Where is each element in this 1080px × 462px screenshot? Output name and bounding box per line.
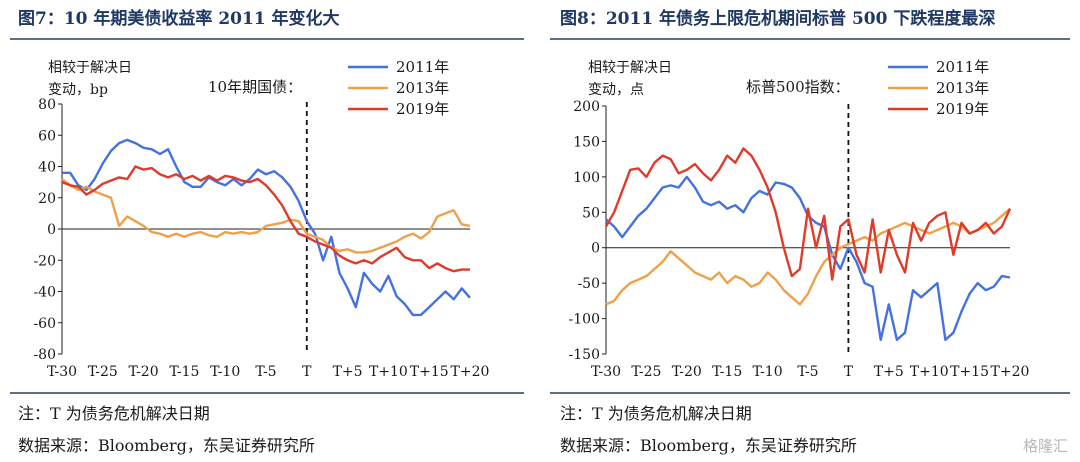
x-tick-label: T-30 [591, 364, 621, 380]
figure-7-footer-rule [10, 392, 524, 394]
series-line-2019年 [604, 147, 1012, 281]
y-tick-label: -100 [569, 312, 600, 328]
y-tick-label: 0 [591, 241, 600, 257]
x-tick-label: T+20 [991, 364, 1030, 380]
y-tick-label: 60 [38, 128, 56, 144]
y-tick-label: 0 [47, 222, 56, 238]
figure-7-note: 注：T 为债务危机解决日期 [18, 404, 210, 423]
x-tick-label: T+15 [950, 364, 989, 380]
x-tick-label: T-30 [47, 364, 77, 380]
figure-8-note: 注：T 为债务危机解决日期 [560, 404, 752, 423]
y-tick-label: 80 [38, 97, 56, 113]
y-tick-label: -40 [33, 285, 56, 301]
y-tick-label: -150 [569, 347, 600, 363]
y-tick-label: 150 [573, 134, 600, 150]
y-tick-label: -50 [577, 276, 600, 292]
series-line-2019年 [61, 165, 470, 273]
legend-label: 2019年 [936, 100, 989, 118]
y-tick-label: 100 [573, 170, 600, 186]
x-tick-label: T-25 [88, 364, 118, 380]
legend-label: 2011年 [936, 58, 989, 76]
y-axis-unit-label: 变动，bp [48, 82, 108, 98]
y-tick-label: -60 [33, 316, 56, 332]
legend-label: 2019年 [396, 100, 449, 118]
figure-8-footer-rule [550, 392, 1070, 394]
x-tick-label: T+5 [333, 364, 363, 380]
legend-label: 2013年 [396, 79, 449, 97]
x-tick-label: T-25 [631, 364, 661, 380]
y-axis-label: 相较于解决日 [48, 60, 132, 76]
watermark-logo: 格隆汇 [1022, 437, 1068, 455]
y-axis-unit-label: 变动，点 [588, 82, 644, 98]
x-tick-label: T-5 [255, 364, 276, 380]
x-tick-label: T-5 [797, 364, 818, 380]
x-tick-label: T+10 [910, 364, 949, 380]
series-line-2011年 [62, 138, 471, 317]
y-tick-label: -80 [33, 347, 56, 363]
x-tick-label: T-15 [712, 364, 742, 380]
y-tick-label: 50 [582, 205, 600, 221]
figure-8-title: 图8：2011 年债务上限危机期间标普 500 下跌程度最深 [560, 9, 996, 29]
x-tick-label: T-15 [169, 364, 199, 380]
legend-label: 2013年 [936, 79, 989, 97]
x-tick-label: T-10 [210, 364, 240, 380]
x-tick-label: T [844, 364, 854, 380]
x-tick-label: T+20 [451, 364, 490, 380]
y-tick-label: -20 [33, 253, 56, 269]
figure-7-source: 数据来源：Bloomberg，东吴证券研究所 [18, 436, 315, 455]
x-tick-label: T+10 [369, 364, 408, 380]
figure-8-title-rule [550, 38, 1070, 40]
series-annotation: 10年期国债： [208, 78, 302, 96]
series-line-2013年 [605, 207, 1011, 306]
y-axis-label: 相较于解决日 [588, 60, 672, 76]
figure-7-title-rule [10, 38, 524, 40]
figure-8-source: 数据来源：Bloomberg，东吴证券研究所 [560, 436, 857, 455]
x-tick-label: T-20 [129, 364, 159, 380]
y-tick-label: 20 [38, 191, 56, 207]
y-tick-label: 40 [38, 160, 56, 176]
x-tick-label: T [302, 364, 312, 380]
x-tick-label: T-20 [672, 364, 702, 380]
figure-7-title: 图7：10 年期美债收益率 2011 年变化大 [18, 9, 340, 29]
series-annotation: 标普500指数： [746, 78, 850, 96]
y-tick-label: 200 [573, 99, 600, 115]
series-line-2013年 [61, 178, 471, 254]
x-tick-label: T-10 [753, 364, 783, 380]
x-tick-label: T+5 [874, 364, 904, 380]
x-tick-label: T+15 [410, 364, 449, 380]
legend-label: 2011年 [396, 58, 449, 76]
